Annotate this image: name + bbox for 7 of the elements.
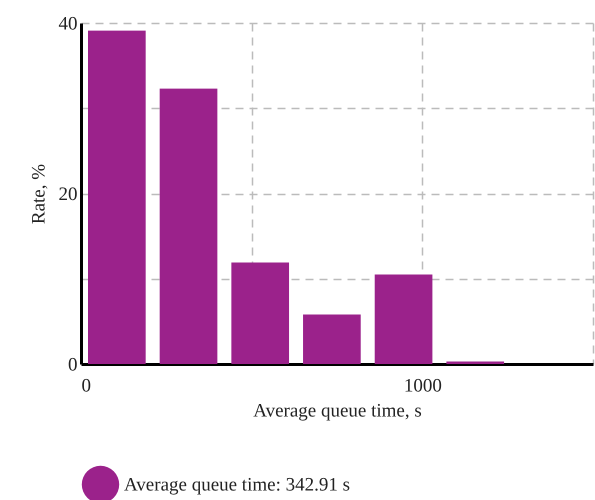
y-tick-label: 20 — [58, 184, 78, 205]
y-tick-label: 0 — [68, 354, 78, 376]
y-axis-title: Rate, % — [28, 164, 50, 224]
x-axis-title: Average queue time, s — [253, 400, 422, 422]
x-tick-label: 1000 — [404, 376, 442, 396]
y-tick-label: 40 — [58, 14, 78, 34]
legend-label: Average queue time: 342.91 s — [124, 474, 350, 496]
